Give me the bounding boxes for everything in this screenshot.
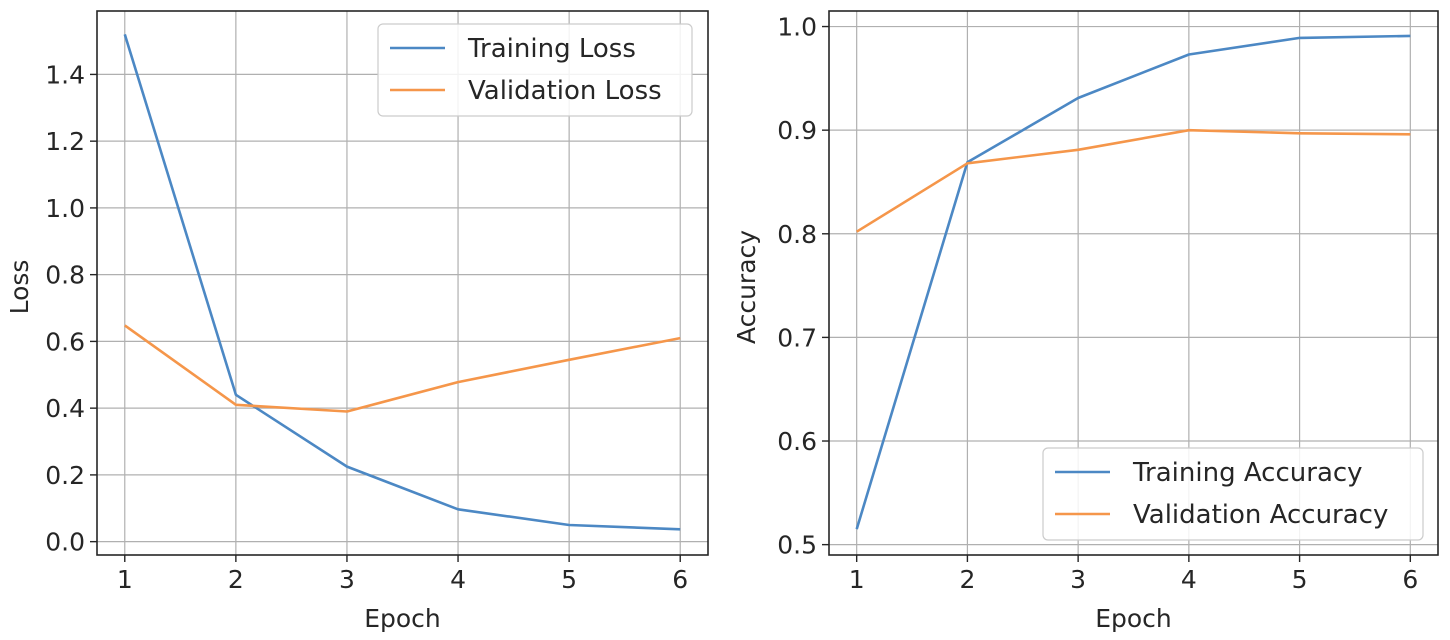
loss-y-tick-label: 1.4	[45, 60, 85, 89]
loss-y-tick-label: 1.2	[45, 127, 85, 156]
loss-x-tick-label: 6	[672, 565, 688, 594]
loss-y-tick-label: 0.6	[45, 327, 85, 356]
loss-x-tick-label: 5	[561, 565, 577, 594]
accuracy-legend-label-1: Training Accuracy	[1132, 458, 1363, 488]
loss-legend-box	[377, 23, 693, 117]
loss-x-tick-label: 2	[228, 565, 244, 594]
loss-legend-label-1: Training Loss	[467, 34, 636, 64]
accuracy-plot-frame	[828, 10, 1439, 556]
loss-series-line-1	[123, 34, 681, 531]
accuracy-x-tick-label: 5	[1292, 565, 1308, 594]
loss-plot-frame	[96, 10, 709, 556]
loss-x-tick-label: 4	[450, 565, 466, 594]
accuracy-x-tick-label: 4	[1181, 565, 1197, 594]
accuracy-y-tick-label: 0.7	[777, 323, 817, 352]
accuracy-x-tick-label: 1	[849, 565, 865, 594]
accuracy-x-tick-label: 2	[959, 565, 975, 594]
loss-legend-label-2: Validation Loss	[468, 76, 662, 106]
accuracy-y-tick-label: 0.9	[777, 116, 817, 145]
loss-x-tick-label: 3	[339, 565, 355, 594]
loss-series-line-2	[124, 324, 681, 413]
accuracy-legend: Training Accuracy Validation Accuracy	[1042, 447, 1424, 541]
accuracy-legend-label-2: Validation Accuracy	[1133, 500, 1388, 530]
loss-x-tick-label: 1	[117, 565, 133, 594]
loss-y-tick-label: 0.0	[45, 528, 85, 557]
accuracy-legend-box	[1042, 447, 1424, 541]
loss-y-tick-label: 0.2	[45, 461, 85, 490]
loss-y-tick-label: 1.0	[45, 194, 85, 223]
loss-y-tick-label: 0.8	[45, 261, 85, 290]
accuracy-x-tick-label: 3	[1070, 565, 1086, 594]
accuracy-series-line-1	[855, 34, 1411, 530]
accuracy-y-tick-label: 0.8	[777, 220, 817, 249]
accuracy-x-axis-label: Epoch	[1095, 604, 1172, 633]
loss-chart: 1 2 3 4 5 6 0.0 0.2 0.4 0.6 0.8 1.0 1.2 1.4 Epoch Loss T…	[5, 10, 709, 633]
accuracy-x-tick-label: 6	[1402, 565, 1418, 594]
accuracy-y-axis-label: Accuracy	[732, 230, 761, 344]
accuracy-series-line-2	[856, 128, 1411, 233]
accuracy-y-tick-label: 0.6	[777, 427, 817, 456]
loss-legend: Training Loss Validation Loss	[377, 23, 693, 117]
accuracy-y-tick-label: 0.5	[777, 531, 817, 560]
accuracy-chart: 1 2 3 4 5 6 0.5 0.6 0.7 0.8 0.9 1.0 Epoch Accuracy Tra…	[732, 10, 1439, 633]
loss-x-axis-label: Epoch	[364, 604, 441, 633]
loss-y-tick-label: 0.4	[45, 394, 85, 423]
accuracy-y-tick-label: 1.0	[777, 13, 817, 42]
loss-y-axis-label: Loss	[5, 260, 34, 315]
